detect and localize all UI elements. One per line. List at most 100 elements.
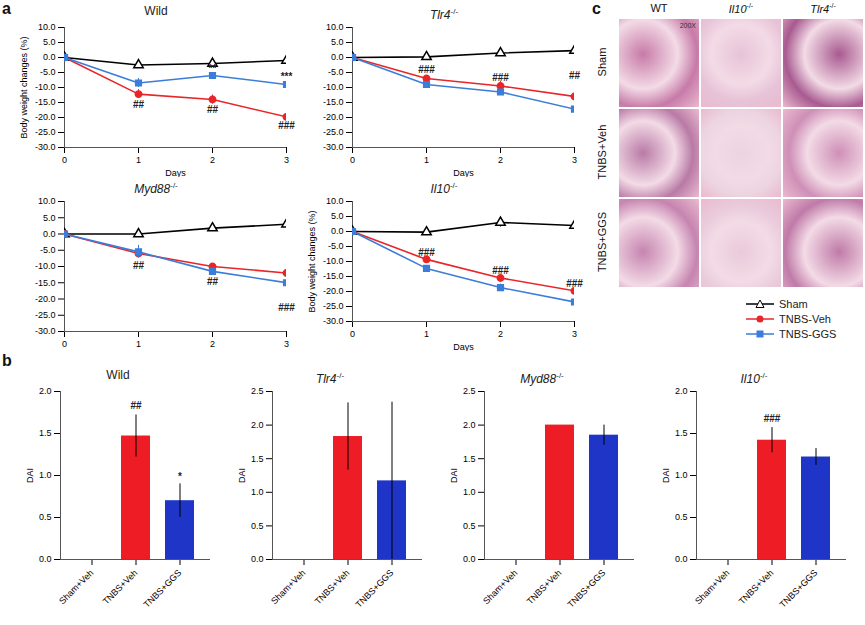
svg-text:5.0: 5.0	[43, 37, 56, 47]
svg-text:##: ##	[130, 400, 142, 411]
svg-text:1.0: 1.0	[39, 470, 52, 480]
svg-text:-20.0: -20.0	[323, 112, 344, 122]
svg-text:##: ##	[207, 104, 219, 115]
svg-text:Sham+Veh: Sham+Veh	[693, 568, 731, 606]
svg-text:-20.0: -20.0	[35, 294, 56, 304]
svg-text:2.0: 2.0	[251, 420, 264, 430]
svg-text:TNBS+Veh: TNBS+Veh	[313, 568, 352, 607]
svg-text:Days: Days	[453, 342, 474, 352]
svg-text:-25.0: -25.0	[323, 127, 344, 137]
svg-text:2: 2	[210, 155, 215, 165]
svg-text:-10.0: -10.0	[35, 82, 56, 92]
svg-text:-30.0: -30.0	[323, 316, 344, 326]
svg-text:2.0: 2.0	[463, 420, 476, 430]
svg-text:0.0: 0.0	[251, 554, 264, 564]
svg-text:###: ###	[492, 265, 509, 276]
svg-text:-10.0: -10.0	[323, 256, 344, 266]
svg-text:TNBS+GGS: TNBS+GGS	[354, 568, 396, 610]
svg-text:3: 3	[572, 155, 577, 165]
svg-text:###: ###	[418, 64, 435, 75]
svg-text:DAI: DAI	[449, 468, 459, 483]
svg-text:TNBS+Veh: TNBS+Veh	[737, 568, 776, 607]
svg-text:0.5: 0.5	[675, 512, 688, 522]
svg-text:-10.0: -10.0	[35, 261, 56, 271]
svg-text:Body weight changes (%): Body weight changes (%)	[307, 210, 317, 312]
svg-text:0.0: 0.0	[39, 554, 52, 564]
svg-text:1: 1	[424, 329, 429, 339]
svg-text:2.0: 2.0	[39, 386, 52, 396]
svg-text:###: ###	[492, 72, 509, 83]
svg-text:Days: Days	[165, 168, 186, 178]
svg-text:2.0: 2.0	[675, 386, 688, 396]
svg-text:-5.0: -5.0	[328, 241, 344, 251]
svg-text:TNBS+GGS: TNBS+GGS	[142, 568, 184, 610]
svg-text:0.0: 0.0	[675, 554, 688, 564]
svg-text:-25.0: -25.0	[35, 127, 56, 137]
svg-text:-5.0: -5.0	[40, 67, 56, 77]
svg-text:DAI: DAI	[661, 468, 671, 483]
svg-text:-15.0: -15.0	[323, 271, 344, 281]
svg-text:3: 3	[284, 339, 289, 349]
svg-text:-15.0: -15.0	[323, 97, 344, 107]
svg-text:5.0: 5.0	[331, 37, 344, 47]
svg-text:Sham+Veh: Sham+Veh	[57, 568, 95, 606]
svg-text:###: ###	[278, 302, 295, 313]
svg-text:-30.0: -30.0	[323, 142, 344, 152]
svg-text:0: 0	[62, 339, 67, 349]
svg-text:0.0: 0.0	[43, 52, 56, 62]
svg-text:1: 1	[136, 339, 141, 349]
svg-text:1.0: 1.0	[251, 487, 264, 497]
svg-text:-10.0: -10.0	[323, 82, 344, 92]
svg-text:-15.0: -15.0	[35, 97, 56, 107]
svg-text:Sham+Veh: Sham+Veh	[481, 568, 519, 606]
svg-text:3: 3	[572, 329, 577, 339]
svg-text:DAI: DAI	[237, 468, 247, 483]
svg-text:##: ##	[569, 70, 581, 81]
svg-text:0.0: 0.0	[331, 226, 344, 236]
svg-text:5.0: 5.0	[43, 213, 56, 223]
svg-text:**: **	[209, 63, 217, 74]
svg-text:###: ###	[764, 413, 781, 424]
svg-text:1.5: 1.5	[39, 428, 52, 438]
svg-text:-30.0: -30.0	[35, 326, 56, 336]
svg-text:1: 1	[424, 155, 429, 165]
svg-text:0: 0	[350, 329, 355, 339]
svg-text:###: ###	[418, 247, 435, 258]
svg-text:Sham+Veh: Sham+Veh	[269, 568, 307, 606]
svg-text:##: ##	[207, 276, 219, 287]
svg-text:0.5: 0.5	[463, 521, 476, 531]
svg-text:0.0: 0.0	[463, 554, 476, 564]
svg-text:-5.0: -5.0	[40, 245, 56, 255]
svg-text:1.5: 1.5	[463, 454, 476, 464]
svg-text:0.5: 0.5	[251, 521, 264, 531]
svg-text:3: 3	[284, 155, 289, 165]
svg-text:0.5: 0.5	[39, 512, 52, 522]
svg-text:0.0: 0.0	[43, 229, 56, 239]
svg-text:TNBS+GGS: TNBS+GGS	[778, 568, 820, 610]
svg-text:-5.0: -5.0	[328, 67, 344, 77]
svg-text:2: 2	[498, 155, 503, 165]
svg-text:2.5: 2.5	[463, 386, 476, 396]
svg-text:2: 2	[210, 339, 215, 349]
svg-text:-15.0: -15.0	[35, 278, 56, 288]
svg-text:1.5: 1.5	[251, 454, 264, 464]
svg-text:###: ###	[278, 120, 295, 131]
svg-text:1.0: 1.0	[675, 470, 688, 480]
svg-text:10.0: 10.0	[38, 196, 56, 206]
svg-text:TNBS+GGS: TNBS+GGS	[566, 568, 608, 610]
svg-text:10.0: 10.0	[38, 22, 56, 32]
svg-text:1: 1	[136, 155, 141, 165]
svg-text:*: *	[178, 471, 182, 482]
svg-text:##: ##	[133, 260, 145, 271]
svg-text:10.0: 10.0	[326, 196, 344, 206]
svg-text:-25.0: -25.0	[35, 310, 56, 320]
svg-text:-20.0: -20.0	[323, 286, 344, 296]
svg-text:TNBS+Veh: TNBS+Veh	[525, 568, 564, 607]
svg-text:-20.0: -20.0	[35, 112, 56, 122]
svg-text:###: ###	[566, 278, 583, 289]
svg-text:10.0: 10.0	[326, 22, 344, 32]
svg-text:-30.0: -30.0	[35, 142, 56, 152]
svg-text:##: ##	[133, 99, 145, 110]
svg-text:2.5: 2.5	[251, 386, 264, 396]
svg-text:1.5: 1.5	[675, 428, 688, 438]
